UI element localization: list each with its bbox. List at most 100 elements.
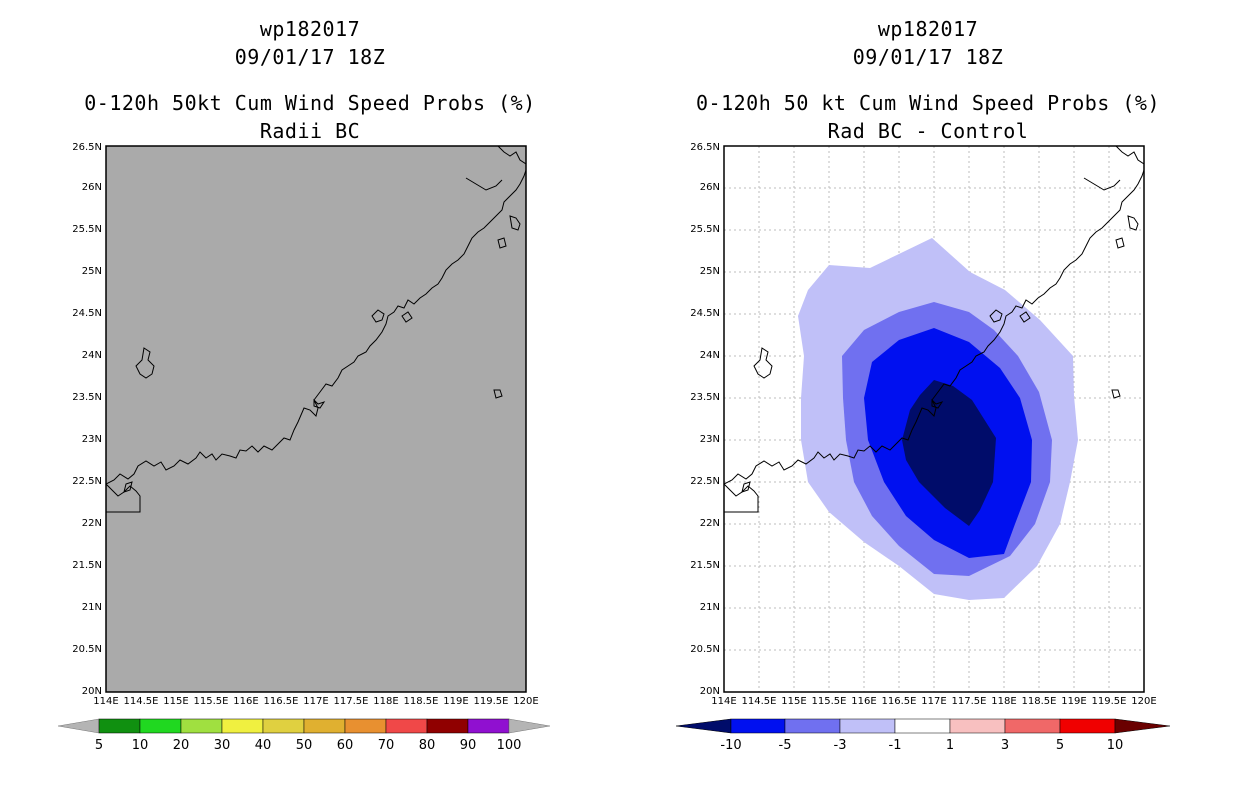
right-lat-ticks: 20N 20.5N 21N 21.5N 22N 22.5N 23N 23.5N …: [690, 142, 720, 697]
left-colorbar-swatch-30-40: [221, 718, 264, 734]
right-lon-label-114-5e: 114.5E: [742, 696, 777, 707]
right-lat-label-22n: 22N: [700, 518, 720, 529]
left-colorbar-high-arrow: [508, 718, 551, 734]
right-colorbar-label-minus1: -1: [889, 738, 902, 753]
left-colorbar-swatch-10-20: [139, 718, 182, 734]
left-lon-label-114e: 114E: [93, 696, 118, 707]
right-colorbar-swatch-minus5-minus3: [784, 718, 841, 734]
right-lat-label-24n: 24N: [700, 350, 720, 361]
left-lon-label-119e: 119E: [443, 696, 468, 707]
right-colorbar-label-minus5: -5: [779, 738, 792, 753]
right-colorbar-swatch-minus1-1: [894, 718, 951, 734]
left-colorbar-label-30: 30: [214, 738, 231, 753]
left-lon-label-116-5e: 116.5E: [264, 696, 299, 707]
left-lon-label-118-5e: 118.5E: [404, 696, 439, 707]
left-colorbar-swatch-5-10: [98, 718, 141, 734]
right-map: 20N 20.5N 21N 21.5N 22N 22.5N 23N 23.5N …: [690, 142, 1156, 707]
right-colorbar-high-arrow: [1114, 718, 1171, 734]
left-lat-label-24-5n: 24.5N: [72, 308, 102, 319]
right-lon-label-115e: 115E: [781, 696, 806, 707]
right-lat-label-26n: 26N: [700, 182, 720, 193]
left-colorbar-swatch-90-100: [467, 718, 510, 734]
left-lat-label-21-5n: 21.5N: [72, 560, 102, 571]
left-colorbar-low-arrow: [57, 718, 100, 734]
right-colorbar-swatch-3-5: [1004, 718, 1061, 734]
left-lon-label-119-5e: 119.5E: [474, 696, 509, 707]
left-colorbar-swatch-50-60: [303, 718, 346, 734]
right-lat-label-21-5n: 21.5N: [690, 560, 720, 571]
right-lon-label-118e: 118E: [991, 696, 1016, 707]
right-storm-id: wp182017: [877, 17, 979, 41]
left-colorbar-label-70: 70: [378, 738, 395, 753]
right-colorbar: -10 -5 -3 -1 1 3 5 10: [675, 718, 1171, 753]
right-map-frame: [723, 145, 1145, 693]
right-colorbar-label-1: 1: [946, 738, 954, 753]
left-lat-label-26-5n: 26.5N: [72, 142, 102, 153]
left-colorbar-swatch-60-70: [344, 718, 387, 734]
right-colorbar-label-10: 10: [1107, 738, 1124, 753]
left-colorbar-swatch-20-30: [180, 718, 223, 734]
left-colorbar-label-80: 80: [419, 738, 436, 753]
right-colorbar-label-minus10: -10: [720, 738, 741, 753]
right-lat-label-25-5n: 25.5N: [690, 224, 720, 235]
left-colorbar-swatch-40-50: [262, 718, 305, 734]
left-lon-label-115e: 115E: [163, 696, 188, 707]
right-lon-label-118-5e: 118.5E: [1022, 696, 1057, 707]
right-lon-label-117e: 117E: [921, 696, 946, 707]
right-lon-label-117-5e: 117.5E: [952, 696, 987, 707]
left-lat-label-25-5n: 25.5N: [72, 224, 102, 235]
left-datetime: 09/01/17 18Z: [234, 45, 386, 69]
right-datetime: 09/01/17 18Z: [852, 45, 1004, 69]
left-colorbar: 5 10 20 30 40 50 60 70 80 90 100: [57, 718, 551, 753]
right-lat-label-21n: 21N: [700, 602, 720, 613]
right-colorbar-label-minus3: -3: [834, 738, 847, 753]
right-colorbar-swatch-1-3: [949, 718, 1006, 734]
left-lat-label-21n: 21N: [82, 602, 102, 613]
left-lon-label-118e: 118E: [373, 696, 398, 707]
right-lat-label-23-5n: 23.5N: [690, 392, 720, 403]
left-colorbar-label-50: 50: [296, 738, 313, 753]
left-lat-label-26n: 26N: [82, 182, 102, 193]
right-lat-label-20-5n: 20.5N: [690, 644, 720, 655]
left-map-frame: [105, 145, 527, 693]
left-lat-label-23-5n: 23.5N: [72, 392, 102, 403]
right-chart-subtitle: Rad BC - Control: [827, 119, 1029, 143]
left-lon-ticks: 114E 114.5E 115E 115.5E 116E 116.5E 117E…: [93, 696, 538, 707]
left-lon-label-117e: 117E: [303, 696, 328, 707]
right-colorbar-swatch-minus10-minus5: [730, 718, 786, 734]
right-colorbar-label-3: 3: [1001, 738, 1009, 753]
left-lon-label-115-5e: 115.5E: [194, 696, 229, 707]
right-contours: [798, 238, 1078, 600]
right-lat-label-23n: 23N: [700, 434, 720, 445]
left-colorbar-label-5: 5: [95, 738, 103, 753]
left-lat-label-22-5n: 22.5N: [72, 476, 102, 487]
right-lon-label-119e: 119E: [1061, 696, 1086, 707]
right-colorbar-swatch-minus3-minus1: [839, 718, 896, 734]
right-lat-label-22-5n: 22.5N: [690, 476, 720, 487]
left-colorbar-label-100: 100: [497, 738, 522, 753]
right-colorbar-swatch-5-10: [1059, 718, 1116, 734]
right-lon-label-116e: 116E: [851, 696, 876, 707]
left-colorbar-swatch-70-80: [385, 718, 428, 734]
left-probability-field: [106, 146, 526, 692]
right-lat-label-20n: 20N: [700, 686, 720, 697]
right-lat-label-24-5n: 24.5N: [690, 308, 720, 319]
left-lat-ticks: 20N 20.5N 21N 21.5N 22N 22.5N 23N 23.5N …: [72, 142, 102, 697]
left-colorbar-label-20: 20: [173, 738, 190, 753]
left-colorbar-label-90: 90: [460, 738, 477, 753]
left-lat-label-20n: 20N: [82, 686, 102, 697]
right-lat-label-26-5n: 26.5N: [690, 142, 720, 153]
right-lon-label-119-5e: 119.5E: [1092, 696, 1127, 707]
right-lon-label-116-5e: 116.5E: [882, 696, 917, 707]
left-lat-label-24n: 24N: [82, 350, 102, 361]
right-chart-title: 0-120h 50 kt Cum Wind Speed Probs (%): [695, 91, 1161, 115]
left-lat-label-20-5n: 20.5N: [72, 644, 102, 655]
contour-below-minus10: [902, 380, 996, 526]
right-lon-label-115-5e: 115.5E: [812, 696, 847, 707]
left-lat-label-22n: 22N: [82, 518, 102, 529]
left-lon-label-114-5e: 114.5E: [124, 696, 159, 707]
left-colorbar-label-40: 40: [255, 738, 272, 753]
right-colorbar-low-arrow: [675, 718, 732, 734]
left-map: 20N 20.5N 21N 21.5N 22N 22.5N 23N 23.5N …: [72, 142, 538, 707]
left-lon-label-117-5e: 117.5E: [334, 696, 369, 707]
